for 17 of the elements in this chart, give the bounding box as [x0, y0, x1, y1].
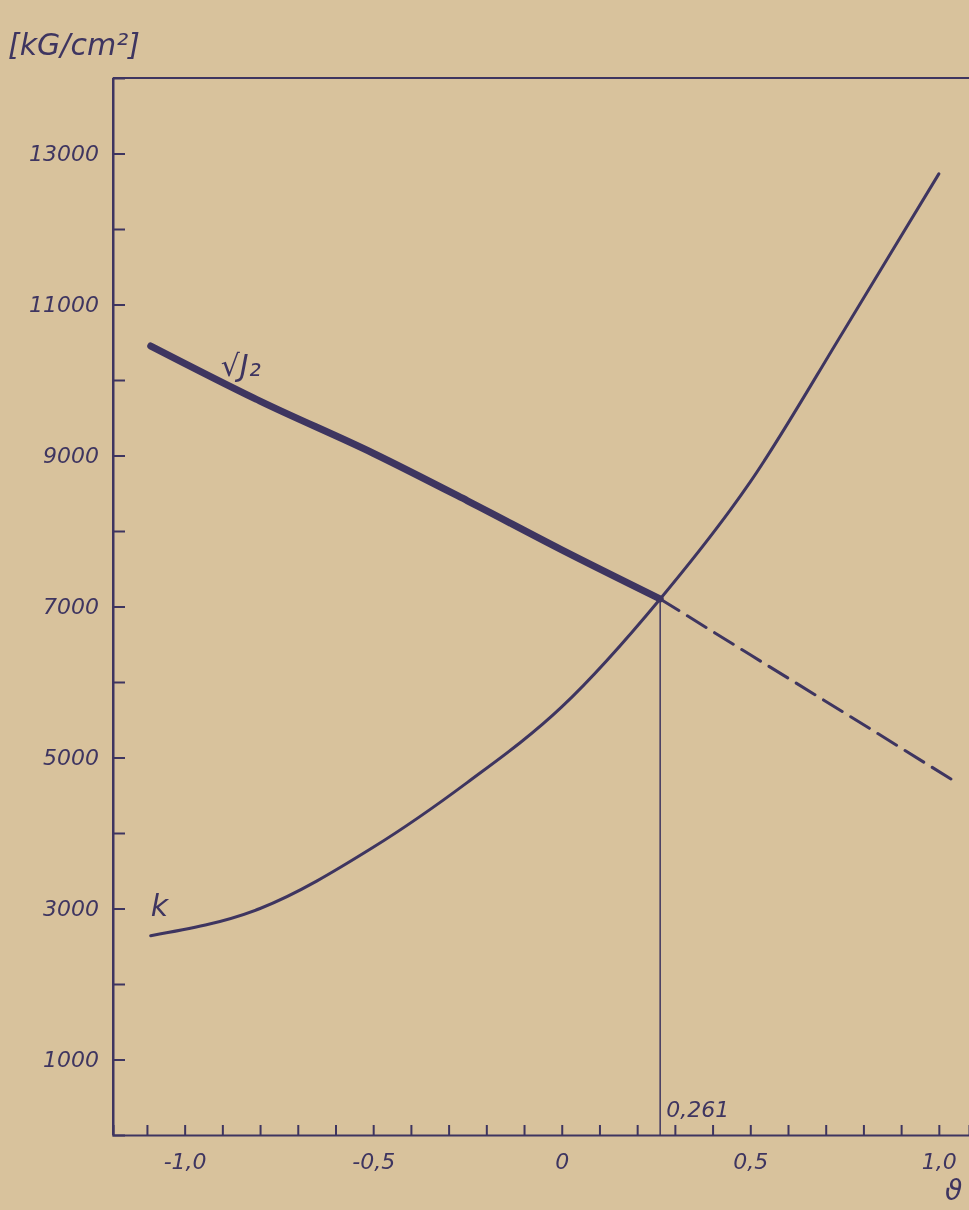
- y-tick-label: 3000: [43, 896, 99, 922]
- ref-line-label: 0,261: [666, 1097, 730, 1122]
- y-tick-label: 13000: [29, 141, 99, 167]
- y-tick-label: 5000: [43, 745, 99, 771]
- series-label: k: [150, 887, 170, 923]
- x-tick-label: -0,5: [352, 1148, 396, 1174]
- x-tick-label: 1,0: [921, 1148, 957, 1174]
- x-tick-label: 0: [555, 1148, 570, 1174]
- y-tick-label: 9000: [43, 443, 99, 469]
- y-tick-label: 11000: [29, 292, 99, 318]
- y-axis-title: [kG/cm²]: [8, 27, 140, 62]
- x-tick-label: 0,5: [733, 1148, 769, 1174]
- series-label: √J₂: [220, 348, 261, 384]
- x-axis-title: ϑ: [945, 1174, 963, 1207]
- y-tick-label: 7000: [43, 594, 99, 620]
- x-tick-label: -1,0: [163, 1148, 207, 1174]
- y-tick-label: 1000: [43, 1047, 99, 1073]
